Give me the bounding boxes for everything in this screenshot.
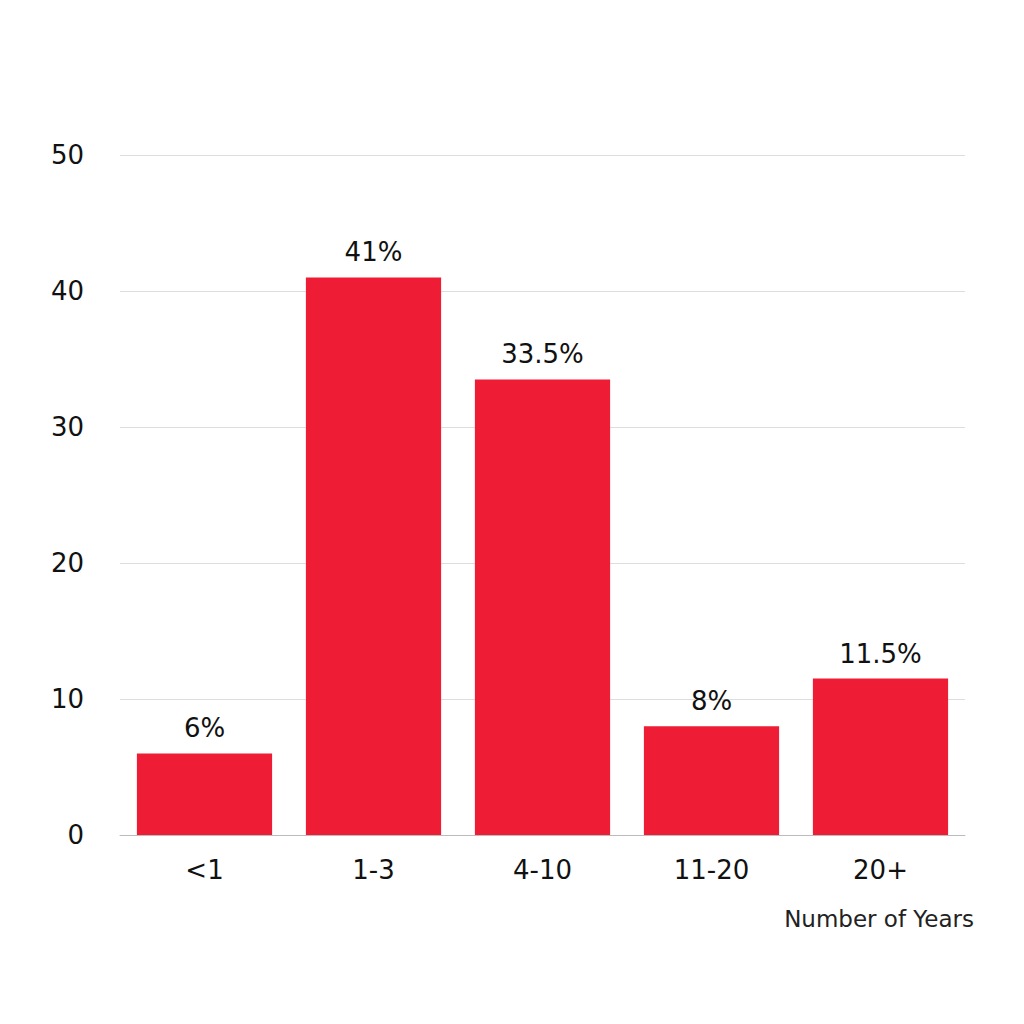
- svg-text:4-10: 4-10: [513, 855, 572, 885]
- svg-text:<1: <1: [185, 855, 223, 885]
- svg-text:6%: 6%: [184, 713, 225, 743]
- svg-text:33.5%: 33.5%: [501, 339, 584, 369]
- svg-text:10: 10: [51, 684, 84, 714]
- svg-text:41%: 41%: [345, 237, 403, 267]
- svg-text:20: 20: [51, 548, 84, 578]
- svg-text:30: 30: [51, 412, 84, 442]
- svg-text:8%: 8%: [691, 686, 732, 716]
- svg-text:40: 40: [51, 276, 84, 306]
- svg-text:0: 0: [67, 820, 84, 850]
- svg-text:11.5%: 11.5%: [839, 639, 922, 669]
- svg-text:20+: 20+: [853, 855, 908, 885]
- svg-text:11-20: 11-20: [674, 855, 750, 885]
- svg-text:Number of Years: Number of Years: [784, 906, 974, 932]
- svg-text:50: 50: [51, 140, 84, 170]
- svg-text:1-3: 1-3: [352, 855, 394, 885]
